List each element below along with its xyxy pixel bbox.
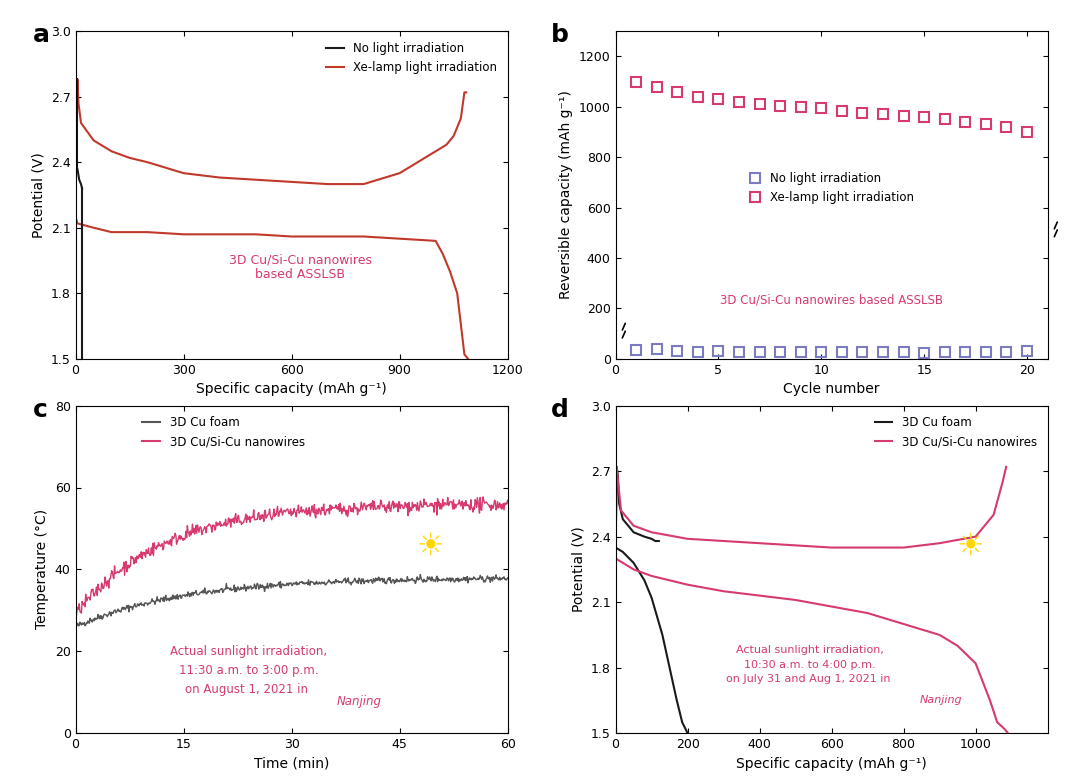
Text: Nanjing: Nanjing <box>337 694 382 707</box>
Text: Actual sunlight irradiation,
11:30 a.m. to 3:00 p.m.
on August 1, 2021 in: Actual sunlight irradiation, 11:30 a.m. … <box>170 645 327 696</box>
Y-axis label: Temperature (°C): Temperature (°C) <box>36 509 50 629</box>
Legend: 3D Cu foam, 3D Cu/Si-Cu nanowires: 3D Cu foam, 3D Cu/Si-Cu nanowires <box>137 412 309 453</box>
Text: d: d <box>551 398 569 422</box>
Text: ☀: ☀ <box>956 532 984 561</box>
Text: ☀: ☀ <box>416 532 444 561</box>
Text: Actual sunlight irradiation,
10:30 a.m. to 4:00 p.m.
on July 31 and Aug 1, 2021 : Actual sunlight irradiation, 10:30 a.m. … <box>726 645 894 684</box>
X-axis label: Specific capacity (mAh g⁻¹): Specific capacity (mAh g⁻¹) <box>737 757 927 771</box>
X-axis label: Cycle number: Cycle number <box>783 382 880 396</box>
Text: b: b <box>551 23 569 48</box>
Legend: 3D Cu foam, 3D Cu/Si-Cu nanowires: 3D Cu foam, 3D Cu/Si-Cu nanowires <box>870 412 1042 453</box>
Text: Nanjing: Nanjing <box>920 694 962 704</box>
Legend: No light irradiation, Xe-lamp light irradiation: No light irradiation, Xe-lamp light irra… <box>744 168 919 209</box>
Text: 3D Cu/Si-Cu nanowires based ASSLSB: 3D Cu/Si-Cu nanowires based ASSLSB <box>720 293 943 307</box>
Text: 3D Cu/Si-Cu nanowires
based ASSLSB: 3D Cu/Si-Cu nanowires based ASSLSB <box>229 253 372 281</box>
X-axis label: Specific capacity (mAh g⁻¹): Specific capacity (mAh g⁻¹) <box>197 382 387 396</box>
Legend: No light irradiation, Xe-lamp light irradiation: No light irradiation, Xe-lamp light irra… <box>321 37 502 79</box>
Text: a: a <box>32 23 50 48</box>
Y-axis label: Reversible capacity (mAh g⁻¹): Reversible capacity (mAh g⁻¹) <box>559 90 573 300</box>
Text: c: c <box>32 398 48 422</box>
Y-axis label: Potential (V): Potential (V) <box>571 526 585 612</box>
Y-axis label: Potential (V): Potential (V) <box>31 152 45 238</box>
X-axis label: Time (min): Time (min) <box>254 757 329 771</box>
